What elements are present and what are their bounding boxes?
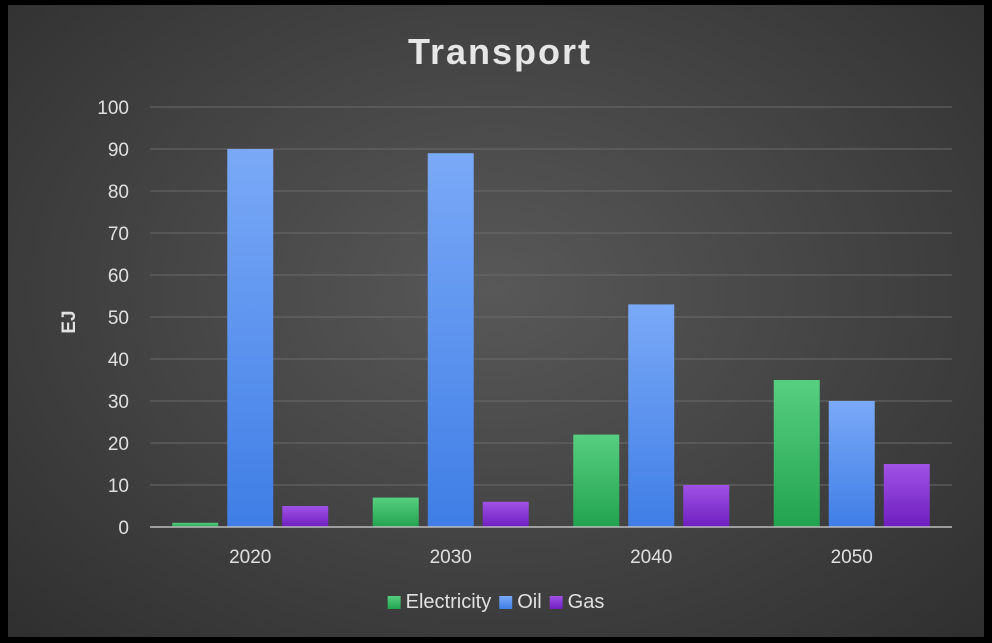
legend-label: Oil — [517, 591, 541, 613]
bar-oil-2050 — [828, 401, 875, 527]
y-tick-label: 50 — [108, 308, 129, 329]
bars — [172, 149, 930, 527]
y-axis-ticks: 0 10 20 30 40 50 60 70 80 90 100 — [97, 98, 129, 539]
legend: Electricity Oil Gas — [387, 591, 605, 613]
y-tick-label: 80 — [108, 182, 129, 203]
legend-swatch — [499, 596, 513, 609]
x-tick-label: 2050 — [831, 547, 873, 568]
legend-item-oil: Oil — [499, 591, 542, 613]
legend-item-gas: Gas — [549, 591, 605, 613]
y-tick-label: 100 — [97, 98, 129, 119]
x-tick-label: 2040 — [630, 547, 672, 568]
x-tick-label: 2020 — [229, 547, 271, 568]
x-axis-ticks: 2020 2030 2040 2050 — [229, 547, 873, 568]
bar-gas-2030 — [482, 501, 529, 527]
y-tick-label: 0 — [118, 518, 129, 539]
chart-title: Transport — [408, 31, 592, 72]
bar-gas-2040 — [683, 485, 730, 527]
y-tick-label: 60 — [108, 266, 129, 287]
legend-item-electricity: Electricity — [387, 591, 492, 613]
bar-gas-2020 — [282, 506, 329, 527]
x-tick-label: 2030 — [430, 547, 472, 568]
bar-oil-2040 — [628, 304, 675, 527]
y-tick-label: 30 — [108, 392, 129, 413]
y-axis-label: EJ — [59, 310, 80, 333]
bar-electricity-2020 — [172, 522, 219, 527]
y-tick-label: 40 — [108, 350, 129, 371]
y-tick-label: 10 — [108, 476, 129, 497]
bar-electricity-2040 — [573, 434, 620, 527]
legend-label: Electricity — [406, 591, 492, 613]
gridlines — [150, 106, 952, 486]
legend-label: Gas — [568, 591, 605, 613]
y-tick-label: 20 — [108, 434, 129, 455]
bar-oil-2020 — [227, 149, 274, 527]
y-tick-label: 70 — [108, 224, 129, 245]
bar-gas-2050 — [883, 464, 930, 527]
bar-electricity-2030 — [372, 497, 419, 527]
legend-swatch — [549, 596, 563, 609]
y-tick-label: 90 — [108, 140, 129, 161]
bar-electricity-2050 — [773, 380, 820, 527]
chart-area: Transport EJ 0 10 20 30 40 50 60 70 80 90 100 2020… — [8, 5, 984, 637]
legend-swatch — [387, 596, 401, 609]
bar-oil-2030 — [427, 153, 474, 527]
